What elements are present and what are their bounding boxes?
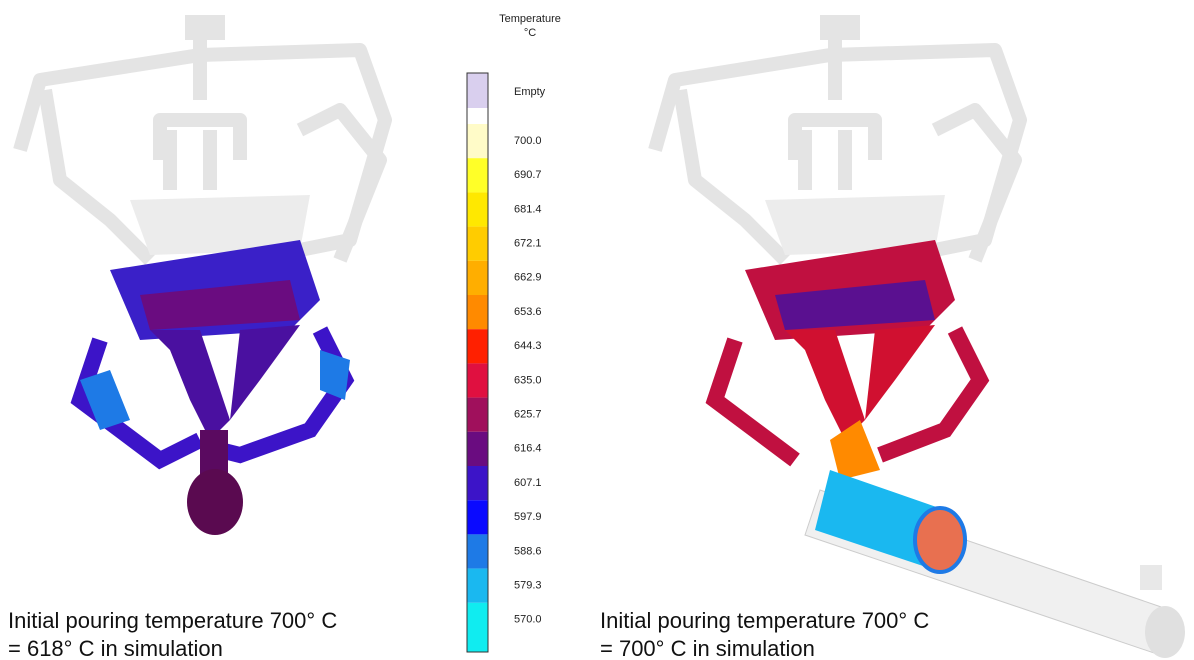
- caption-line: Initial pouring temperature 700° C: [8, 608, 337, 633]
- color-band: [467, 108, 488, 124]
- color-band: [467, 432, 488, 466]
- band-label: 700.0: [514, 135, 542, 147]
- band-label: 625.7: [514, 409, 542, 421]
- color-band: [467, 500, 488, 534]
- band-label: 616.4: [514, 443, 542, 455]
- band-label: 597.9: [514, 511, 542, 523]
- band-label: 662.9: [514, 272, 542, 284]
- color-band: [467, 158, 488, 192]
- color-band: [467, 329, 488, 363]
- band-label: 579.3: [514, 580, 542, 592]
- color-band: [467, 192, 488, 226]
- band-label: 653.6: [514, 306, 542, 318]
- band-label: Empty: [514, 86, 546, 98]
- band-label: 635.0: [514, 374, 542, 386]
- color-band: [467, 73, 488, 108]
- color-band: [467, 398, 488, 432]
- color-band: [467, 534, 488, 568]
- right-render: [655, 15, 1185, 658]
- color-band: [467, 124, 488, 158]
- legend-unit: °C: [524, 27, 536, 39]
- band-label: 672.1: [514, 238, 542, 250]
- caption-line: Initial pouring temperature 700° C: [600, 608, 929, 633]
- color-band: [467, 603, 488, 652]
- band-label: 681.4: [514, 203, 542, 215]
- color-band: [467, 363, 488, 397]
- band-label: 588.6: [514, 545, 542, 557]
- color-band: [467, 466, 488, 500]
- band-label: 690.7: [514, 169, 542, 181]
- caption-line: = 618° C in simulation: [8, 636, 223, 660]
- color-band: [467, 569, 488, 603]
- figure: Temperature °C Initial pouring temperatu…: [0, 0, 1194, 660]
- band-label: 570.0: [514, 614, 542, 626]
- color-band: [467, 295, 488, 329]
- color-band: [467, 261, 488, 295]
- legend-title: Temperature: [499, 13, 561, 25]
- left-render: [20, 15, 385, 535]
- band-label: 607.1: [514, 477, 542, 489]
- caption-line: = 700° C in simulation: [600, 636, 815, 660]
- color-band: [467, 227, 488, 261]
- band-label: 644.3: [514, 340, 542, 352]
